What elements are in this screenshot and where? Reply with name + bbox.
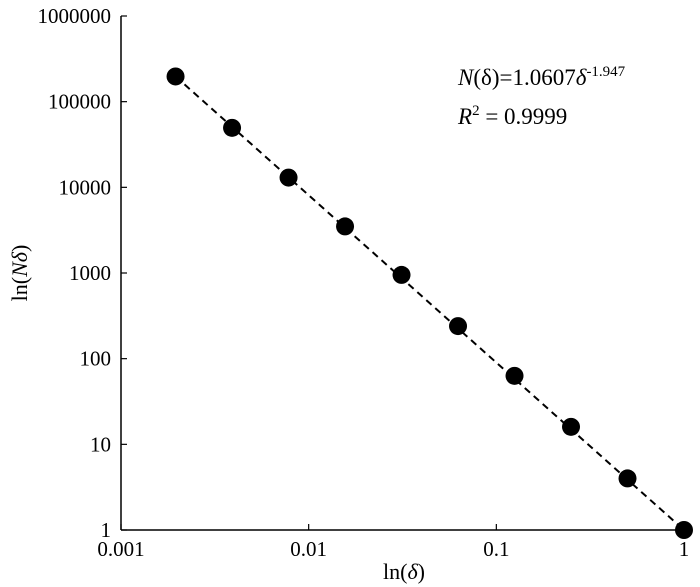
fit-equation: N(δ)=1.0607δ-1.947 xyxy=(457,64,626,90)
y-tick-label: 10 xyxy=(90,432,111,456)
x-tick-label: 0.001 xyxy=(97,537,144,561)
data-point xyxy=(336,217,355,236)
x-tick-label: 0.1 xyxy=(483,537,509,561)
y-tick-label: 1000 xyxy=(69,261,111,285)
y-tick-label: 100000 xyxy=(48,90,111,114)
data-point xyxy=(505,366,524,385)
data-point xyxy=(449,317,468,336)
y-ticks: 1 10 100 1000 10000 100000 1000000 xyxy=(38,4,127,542)
data-point xyxy=(675,521,693,539)
data-point xyxy=(166,67,185,86)
x-tick-label: 1 xyxy=(679,537,690,561)
y-tick-label: 1 xyxy=(101,518,112,542)
data-point xyxy=(392,265,411,284)
data-point xyxy=(279,168,298,187)
y-tick-label: 100 xyxy=(80,347,112,371)
data-point xyxy=(618,469,637,488)
r-squared-label: R2 = 0.9999 xyxy=(457,103,567,129)
y-tick-label: 10000 xyxy=(59,175,112,199)
data-point xyxy=(223,118,242,137)
data-point xyxy=(562,417,581,436)
x-axis-label: ln(δ) xyxy=(383,559,425,584)
y-tick-label: 1000000 xyxy=(38,4,112,28)
x-ticks: 0.001 0.01 0.1 1 xyxy=(97,524,689,561)
y-axis-label: ln(Nδ) xyxy=(7,245,32,302)
data-points xyxy=(166,67,693,539)
fit-line xyxy=(174,75,685,531)
x-tick-label: 0.01 xyxy=(290,537,327,561)
